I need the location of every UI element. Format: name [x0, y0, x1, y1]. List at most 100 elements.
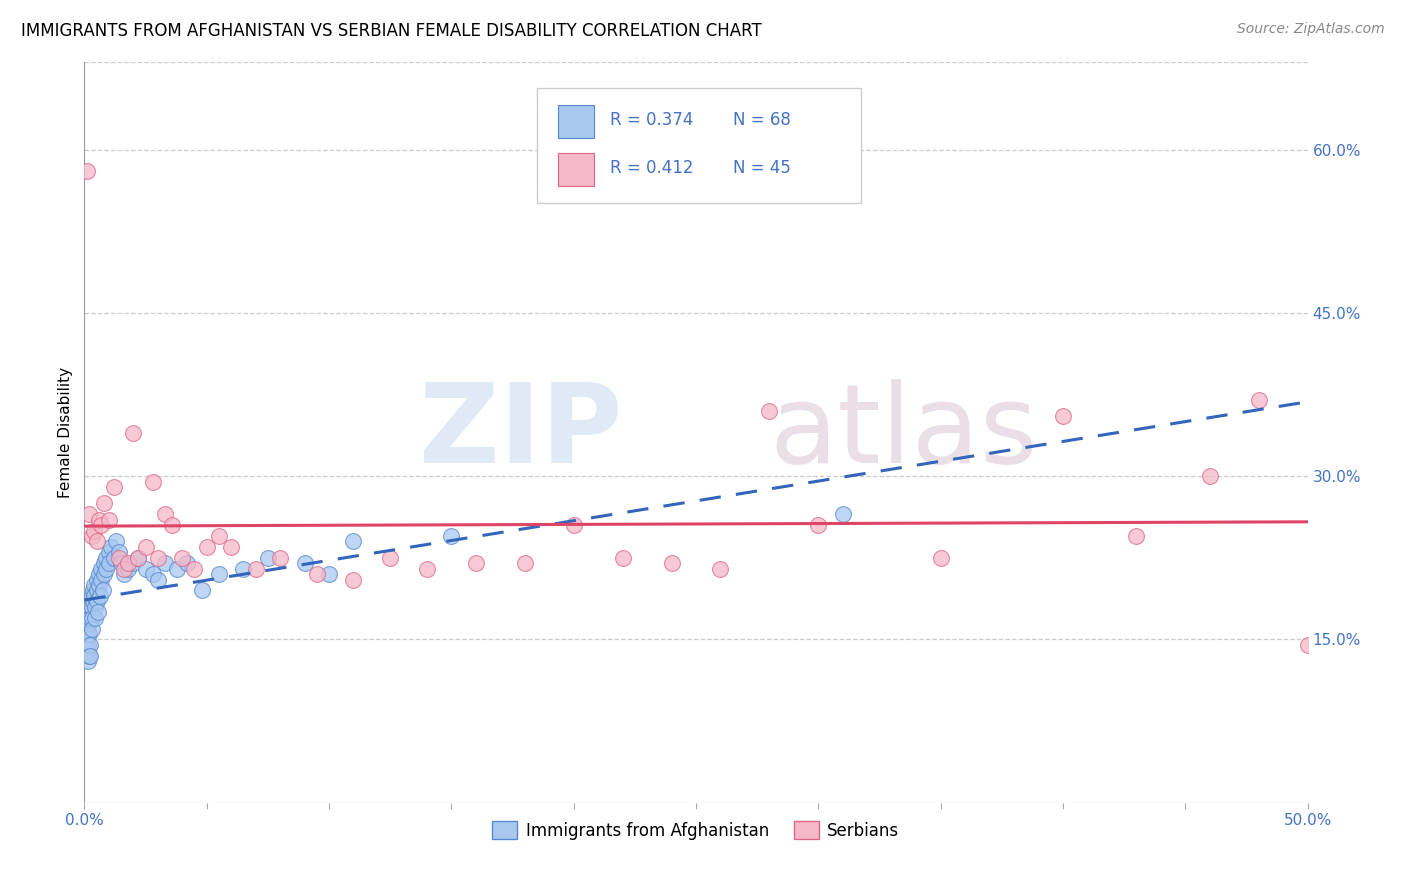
Point — [1052, 409, 1074, 424]
FancyBboxPatch shape — [558, 104, 595, 138]
Point — [83, 578, 105, 592]
Point — [87, 567, 110, 582]
Point — [76, 643, 98, 657]
Point — [257, 550, 280, 565]
Point — [232, 562, 254, 576]
Point — [112, 562, 135, 576]
Point — [103, 550, 125, 565]
Point — [77, 508, 100, 522]
Point — [142, 475, 165, 489]
Point — [77, 627, 100, 641]
Point — [79, 648, 101, 663]
Point — [195, 540, 218, 554]
Point — [86, 573, 108, 587]
Point — [80, 529, 103, 543]
Text: N = 45: N = 45 — [733, 160, 790, 178]
Point — [77, 638, 100, 652]
Point — [82, 611, 104, 625]
Point — [929, 550, 952, 565]
Point — [93, 556, 115, 570]
Point — [103, 480, 125, 494]
Point — [77, 605, 100, 619]
Point — [127, 550, 149, 565]
Point — [416, 562, 439, 576]
Point — [107, 550, 129, 565]
Point — [117, 562, 139, 576]
Point — [245, 562, 267, 576]
Point — [162, 518, 184, 533]
Point — [208, 529, 231, 543]
Point — [97, 545, 120, 559]
Point — [1247, 392, 1270, 407]
Point — [153, 508, 176, 522]
Point — [318, 567, 340, 582]
Point — [91, 583, 114, 598]
Point — [294, 556, 316, 570]
Point — [342, 573, 364, 587]
Point — [142, 567, 165, 582]
Point — [86, 594, 108, 608]
Text: N = 68: N = 68 — [733, 112, 790, 129]
Point — [107, 545, 129, 559]
Point — [117, 556, 139, 570]
Point — [82, 622, 104, 636]
Point — [269, 550, 291, 565]
Text: R = 0.374: R = 0.374 — [610, 112, 693, 129]
Point — [166, 562, 188, 576]
Point — [807, 518, 830, 533]
Point — [112, 567, 135, 582]
Point — [90, 518, 112, 533]
Point — [709, 562, 731, 576]
Point — [96, 562, 118, 576]
Point — [758, 404, 780, 418]
Point — [110, 556, 132, 570]
Point — [122, 556, 145, 570]
Text: atlas: atlas — [769, 379, 1038, 486]
Point — [122, 425, 145, 440]
Point — [93, 496, 115, 510]
Point — [77, 616, 100, 631]
Text: R = 0.412: R = 0.412 — [610, 160, 693, 178]
Point — [80, 589, 103, 603]
Point — [97, 556, 120, 570]
Point — [79, 611, 101, 625]
Point — [146, 550, 169, 565]
Point — [90, 573, 112, 587]
Point — [172, 550, 194, 565]
Point — [342, 534, 364, 549]
Point — [86, 534, 108, 549]
Point — [79, 599, 101, 614]
Point — [305, 567, 328, 582]
Point — [87, 513, 110, 527]
Point — [100, 540, 122, 554]
Point — [82, 594, 104, 608]
Legend: Immigrants from Afghanistan, Serbians: Immigrants from Afghanistan, Serbians — [486, 814, 905, 847]
Point — [562, 518, 585, 533]
Point — [83, 524, 105, 538]
Text: IMMIGRANTS FROM AFGHANISTAN VS SERBIAN FEMALE DISABILITY CORRELATION CHART: IMMIGRANTS FROM AFGHANISTAN VS SERBIAN F… — [21, 22, 762, 40]
Point — [82, 583, 104, 598]
Text: ZIP: ZIP — [419, 379, 623, 486]
Point — [89, 589, 111, 603]
Point — [146, 573, 169, 587]
Point — [87, 605, 110, 619]
FancyBboxPatch shape — [537, 88, 860, 203]
Point — [127, 550, 149, 565]
Point — [1296, 638, 1319, 652]
Point — [135, 540, 157, 554]
Point — [1198, 469, 1220, 483]
FancyBboxPatch shape — [558, 153, 595, 186]
Point — [87, 578, 110, 592]
Point — [75, 638, 97, 652]
Point — [80, 599, 103, 614]
Point — [84, 611, 107, 625]
Point — [661, 556, 683, 570]
Point — [153, 556, 176, 570]
Text: Source: ZipAtlas.com: Source: ZipAtlas.com — [1237, 22, 1385, 37]
Point — [77, 648, 100, 663]
Point — [96, 550, 118, 565]
Point — [440, 529, 463, 543]
Point — [77, 616, 100, 631]
Point — [77, 611, 100, 625]
Point — [176, 556, 198, 570]
